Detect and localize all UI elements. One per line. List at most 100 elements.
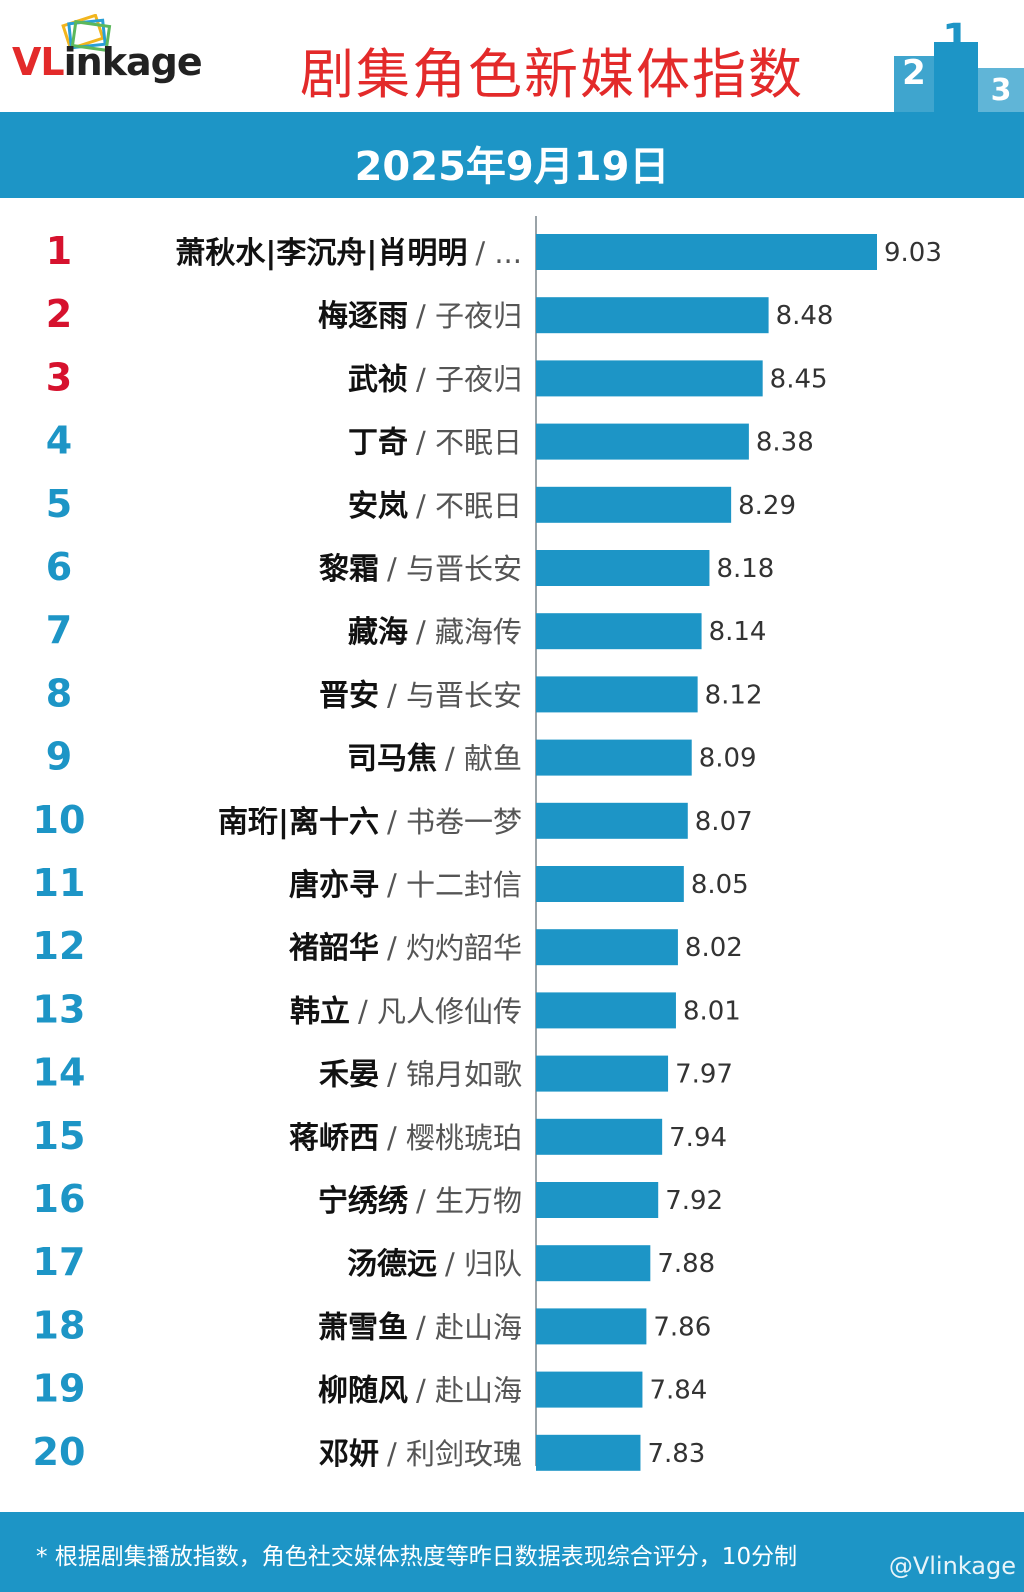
rank-number: 4 [46,419,72,463]
bar [536,360,763,397]
drama-title: / 赴山海 [416,1310,522,1344]
character-name: 蒋峤西 [289,1121,379,1156]
drama-title: / 生万物 [416,1184,522,1218]
category-label: 安岚 / 不眠日 [348,489,522,524]
logo-inkage: inkage [63,40,203,84]
value-label: 8.38 [756,428,814,458]
character-name: 安岚 [348,489,408,524]
drama-title: / 利剑玫瑰 [387,1437,522,1471]
value-label: 8.02 [685,933,743,963]
bar [536,866,684,902]
drama-title: / 与晋长安 [387,678,522,712]
value-label: 7.83 [647,1439,705,1469]
rank-number: 16 [33,1177,86,1221]
character-name: 南珩|离十六 [218,805,379,840]
rank-number: 17 [33,1240,86,1284]
category-label: 宁绣绣 / 生万物 [318,1184,522,1219]
rank-number: 6 [46,545,72,589]
category-label: 蒋峤西 / 樱桃琥珀 [289,1121,522,1156]
rank-number: 20 [33,1430,86,1474]
character-name: 梅逐雨 [318,299,408,334]
value-label: 8.18 [716,554,774,584]
header: VLinkage 剧集角色新媒体指数 2 1 3 [0,0,1024,112]
podium-icon: 2 1 3 [894,16,1024,112]
category-label: 柳随风 / 赴山海 [318,1374,522,1409]
logo-vl: VL [12,40,65,84]
category-label: 梅逐雨 / 子夜归 [318,299,522,334]
drama-title: / 樱桃琥珀 [387,1121,522,1155]
character-name: 黎霜 [319,552,379,587]
drama-title: / 献鱼 [445,742,522,776]
rank-number: 14 [33,1051,86,1095]
category-label: 汤德远 / 归队 [347,1247,522,1282]
category-label: 褚韶华 / 灼灼韶华 [289,931,522,966]
drama-title: / 赴山海 [416,1374,522,1408]
drama-title: / 不眠日 [416,426,522,460]
drama-title: / 子夜归 [416,362,522,396]
svg-text:3: 3 [991,73,1012,108]
rank-number: 9 [46,735,72,779]
drama-title: / 归队 [445,1247,522,1281]
value-label: 7.94 [669,1123,727,1153]
rank-number: 1 [46,229,72,273]
value-label: 7.84 [649,1376,707,1406]
value-label: 8.01 [683,996,741,1026]
character-name: 唐亦寻 [289,868,379,903]
bar [536,802,688,839]
ranking-bar-chart: 1 萧秋水|李沉舟|肖明明 / ... 9.03 2 梅逐雨 / 子夜归 8.48 3 武祯 / 子… [33,216,942,1474]
category-label: 韩立 / 凡人修仙传 [290,994,522,1029]
bar [536,676,698,713]
drama-title: / 与晋长安 [387,552,522,586]
rank-number: 19 [33,1367,86,1411]
character-name: 柳随风 [318,1374,408,1409]
character-name: 藏海 [348,615,408,650]
bar [536,1182,659,1218]
rank-number: 2 [46,292,72,336]
bar [536,1371,643,1408]
category-label: 唐亦寻 / 十二封信 [289,868,522,903]
drama-title: / 灼灼韶华 [387,931,522,965]
category-label: 邓妍 / 利剑玫瑰 [319,1437,522,1472]
rank-number: 7 [46,608,72,652]
bar [536,550,710,586]
rank-number: 18 [33,1303,86,1347]
value-label: 7.86 [653,1312,711,1342]
drama-title: / 藏海传 [416,615,522,649]
date-banner: 2025年9月19日 [0,112,1024,198]
value-label: 8.14 [709,617,767,647]
date-label: 2025年9月19日 [354,144,670,190]
rank-number: 12 [33,924,86,968]
value-label: 8.12 [705,680,763,710]
drama-title: / 十二封信 [387,868,522,902]
character-name: 武祯 [348,362,408,397]
bar [536,1308,647,1345]
character-name: 邓妍 [319,1437,379,1472]
rank-number: 10 [33,798,86,842]
character-name: 萧秋水|李沉舟|肖明明 [175,236,467,271]
svg-text:2: 2 [902,53,926,93]
character-name: 司马焦 [347,742,437,777]
category-label: 禾晏 / 锦月如歌 [319,1058,522,1093]
character-name: 韩立 [290,994,350,1029]
bar [536,929,678,966]
svg-text:1: 1 [942,16,970,62]
value-label: 8.48 [776,301,834,331]
bar [536,1434,641,1471]
rank-number: 3 [46,355,72,399]
category-label: 黎霜 / 与晋长安 [319,552,522,587]
bar [536,234,877,270]
character-name: 褚韶华 [289,931,379,966]
watermark: @Vlinkage [888,1552,1016,1580]
footer: * 根据剧集播放指数，角色社交媒体热度等昨日数据表现综合评分，10分制 @Vli… [0,1512,1024,1592]
bar [536,486,732,523]
drama-title: / 书卷一梦 [387,805,522,839]
category-label: 司马焦 / 献鱼 [347,742,522,777]
category-label: 武祯 / 子夜归 [348,362,522,397]
character-name: 汤德远 [347,1247,437,1282]
category-label: 南珩|离十六 / 书卷一梦 [218,805,522,840]
bar [536,992,676,1029]
rank-number: 13 [33,987,86,1031]
page-title: 剧集角色新媒体指数 [300,43,804,106]
drama-title: / 凡人修仙传 [358,994,522,1028]
value-label: 8.05 [691,870,749,900]
